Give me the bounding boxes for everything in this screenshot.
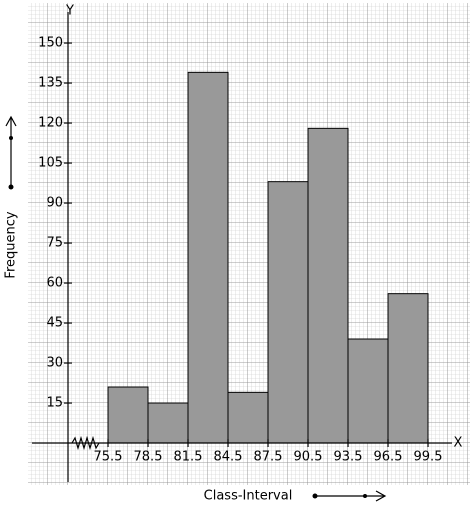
x-tick-label: 75.5 — [94, 450, 123, 465]
y-tick-label: 105 — [38, 156, 63, 171]
y-axis-name: Y — [65, 4, 74, 19]
y-tick-label: 60 — [46, 276, 63, 291]
x-axis-name: X — [454, 436, 463, 451]
bar — [107, 386, 149, 444]
x-tick-label: 96.5 — [374, 450, 403, 465]
graph-paper — [28, 3, 470, 485]
x-tick-label: 87.5 — [254, 450, 283, 465]
axis-break — [71, 435, 100, 451]
x-axis-title: Class-Interval — [204, 489, 293, 504]
bar — [307, 127, 349, 444]
bar — [227, 391, 269, 444]
plot-area — [107, 71, 429, 444]
y-tick-label: 90 — [46, 196, 63, 211]
x-tick-label: 81.5 — [174, 450, 203, 465]
bar — [147, 402, 189, 444]
x-tick-label: 99.5 — [414, 450, 443, 465]
bar — [267, 181, 309, 444]
y-tick-label: 75 — [46, 236, 63, 251]
y-tick-label: 120 — [38, 116, 63, 131]
y-tick-label: 30 — [46, 356, 63, 371]
bar — [187, 71, 229, 444]
x-tick-label: 93.5 — [334, 450, 363, 465]
y-axis-title: Frequency — [4, 211, 19, 278]
y-arrow — [5, 115, 17, 190]
y-tick-label: 15 — [46, 396, 63, 411]
x-tick-label: 90.5 — [294, 450, 323, 465]
bar — [347, 338, 389, 444]
x-tick-label: 84.5 — [214, 450, 243, 465]
y-tick-label: 150 — [38, 36, 63, 51]
x-tick-label: 78.5 — [134, 450, 163, 465]
x-arrow — [312, 490, 387, 502]
y-tick-label: 135 — [38, 76, 63, 91]
bar — [387, 293, 429, 444]
y-tick-label: 45 — [46, 316, 63, 331]
